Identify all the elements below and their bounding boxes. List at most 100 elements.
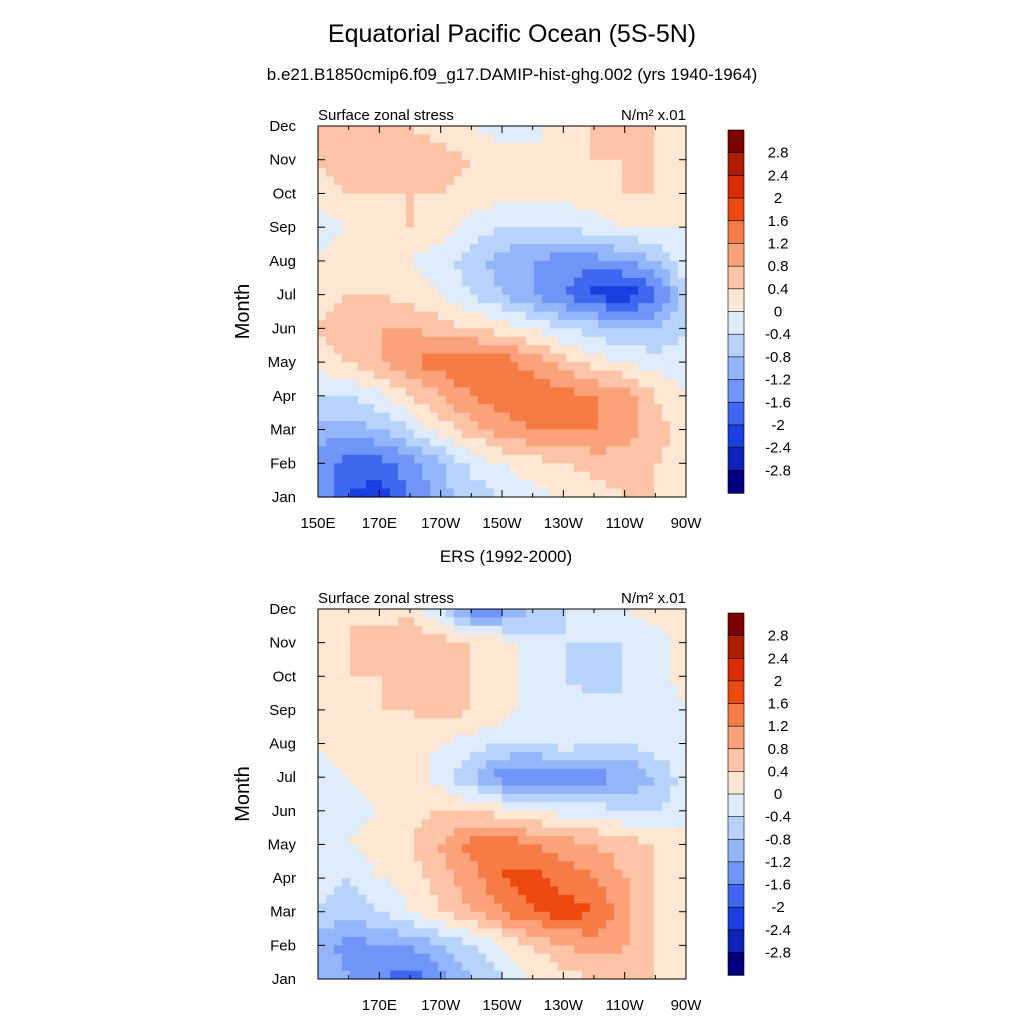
contour-cell [558,362,567,372]
contour-cell [614,886,623,896]
contour-cell [662,936,671,946]
contour-cell [326,634,335,644]
contour-cell [358,235,367,245]
contour-cell [454,471,463,481]
colorbar-label: 2 [774,190,782,207]
contour-cell [534,227,543,237]
contour-cell [510,142,519,152]
contour-cell [582,684,591,694]
contour-cell [598,743,607,753]
contour-cell [550,684,559,694]
contour-cell [326,362,335,372]
contour-cell [542,134,551,144]
contour-cell [582,151,591,161]
contour-cell [342,345,351,355]
contour-cell [646,735,655,745]
contour-cell [622,726,631,736]
contour-cell [518,802,527,812]
contour-cell [518,945,527,955]
contour-cell [638,168,647,178]
contour-cell [638,277,647,287]
contour-cell [646,134,655,144]
contour-cell [510,260,519,270]
contour-cell [334,142,343,152]
contour-cell [614,488,623,498]
y-tick-label: Mar [270,904,296,921]
contour-cell [526,726,535,736]
contour-cell [518,667,527,677]
contour-cell [502,936,511,946]
contour-cell [574,294,583,304]
contour-cell [486,311,495,321]
contour-cell [398,970,407,980]
contour-cell [390,446,399,456]
contour-cell [622,701,631,711]
colorbar-box [727,220,745,245]
contour-cell [598,286,607,296]
contour-cell [550,260,559,270]
contour-cell [526,634,535,644]
contour-cell [558,454,567,464]
contour-cell [494,269,503,279]
contour-cell [638,743,647,753]
contour-cell [518,962,527,972]
contour-cell [598,412,607,422]
contour-cell [318,735,327,745]
contour-cell [454,201,463,211]
contour-cell [430,785,439,795]
contour-cell [614,227,623,237]
contour-cell [646,684,655,694]
contour-cell [478,651,487,661]
contour-cell [470,768,479,778]
contour-cell [526,936,535,946]
contour-cell [470,953,479,963]
contour-cell [454,911,463,921]
contour-cell [494,735,503,745]
contour-cell [446,962,455,972]
contour-cell [462,185,471,195]
contour-cell [518,844,527,854]
contour-cell [590,869,599,879]
contour-cell [558,751,567,761]
contour-cell [390,412,399,422]
x-tick-label: 170W [421,515,461,532]
contour-cell [462,345,471,355]
contour-cell [454,429,463,439]
contour-cell [510,861,519,871]
contour-cell [622,429,631,439]
contour-cell [646,201,655,211]
contour-cell [398,936,407,946]
contour-cell [614,751,623,761]
contour-cell [566,218,575,228]
contour-cell [606,936,615,946]
contour-cell [478,760,487,770]
contour-cell [558,810,567,820]
contour-cell [614,802,623,812]
contour-cell [414,159,423,169]
contour-cell [446,168,455,178]
contour-cell [382,609,391,619]
y-tick-label: Jan [272,971,296,988]
contour-cell [414,777,423,787]
contour-cell [670,303,679,313]
contour-cell [590,743,599,753]
contour-cell [566,185,575,195]
contour-cell [390,936,399,946]
contour-cell [342,134,351,144]
contour-cell [598,185,607,195]
contour-cell [422,735,431,745]
contour-cell [638,768,647,778]
contour-cell [630,684,639,694]
contour-cell [670,953,679,963]
contour-cell [438,609,447,619]
contour-cell [454,395,463,405]
contour-cell [630,201,639,211]
contour-cell [574,617,583,627]
contour-cell [334,201,343,211]
contour-cell [590,861,599,871]
contour-cell [422,802,431,812]
contour-cell [462,718,471,728]
contour-cell [430,159,439,169]
contour-cell [350,294,359,304]
contour-cell [318,760,327,770]
